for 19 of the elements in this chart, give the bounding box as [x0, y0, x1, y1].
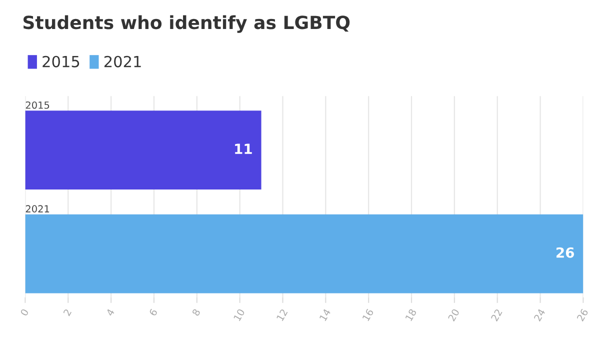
legend-label: 2021	[104, 56, 141, 68]
legend-label: 2015	[42, 56, 80, 68]
x-tick-label: 26	[576, 308, 588, 322]
x-tick-label: 10	[233, 308, 246, 322]
x-tick-label: 22	[490, 308, 502, 322]
x-tick-label: 18	[405, 308, 417, 322]
x-tick-label: 24	[534, 308, 546, 322]
data-label: 11	[235, 144, 252, 154]
x-tick-label: 4	[106, 308, 115, 316]
x-tick-label: 12	[276, 308, 288, 322]
x-tick-label: 2	[63, 308, 72, 316]
x-tick-label: 16	[362, 308, 374, 322]
x-tick-label: 14	[319, 308, 331, 322]
x-tick-label: 6	[148, 308, 158, 316]
x-tick-label: 0	[20, 308, 29, 316]
data-label: 26	[556, 247, 574, 258]
x-tick-label: 8	[192, 308, 201, 316]
chart-title: Students who identify as LGBTQ	[23, 15, 350, 33]
x-tick-label: 20	[448, 308, 460, 322]
